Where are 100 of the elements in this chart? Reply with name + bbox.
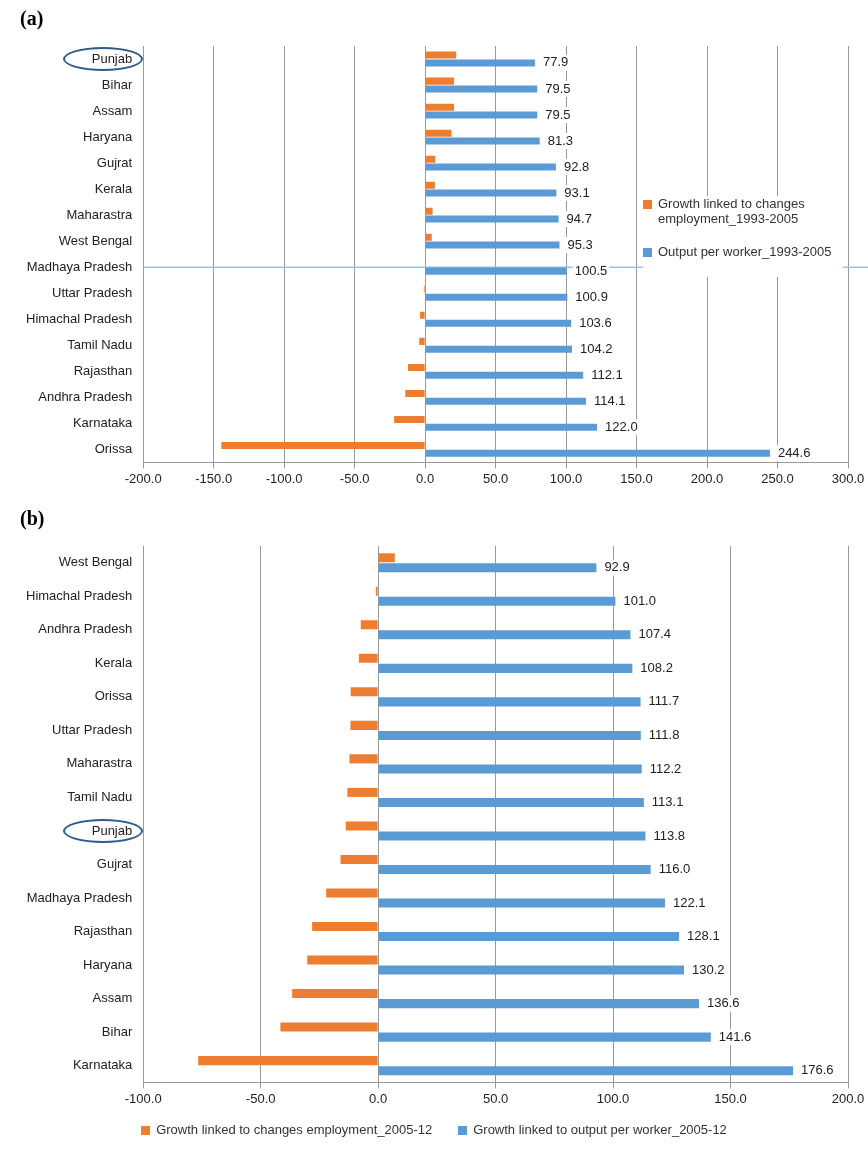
y-tick-label: Kerala xyxy=(94,654,133,670)
legend-label: Output per worker_1993-2005 xyxy=(658,243,832,259)
bar xyxy=(425,85,538,93)
bar xyxy=(198,1056,378,1066)
bar xyxy=(425,241,560,249)
y-tick-label: Madhaya Pradesh xyxy=(26,889,133,905)
bar xyxy=(378,831,646,841)
bar xyxy=(425,103,455,111)
data-label: 104.2 xyxy=(580,340,613,356)
bar xyxy=(425,137,540,145)
bar xyxy=(378,764,642,774)
bar xyxy=(378,1032,711,1042)
data-label: 244.6 xyxy=(777,444,811,460)
bar xyxy=(280,1022,378,1032)
x-tick-label: 100.0 xyxy=(596,1090,630,1106)
bar xyxy=(340,854,378,864)
x-tick-label: 50.0 xyxy=(482,1090,509,1106)
y-tick-label: Uttar Pradesh xyxy=(52,721,133,737)
data-label: 101.0 xyxy=(623,592,656,608)
bar xyxy=(378,730,641,740)
data-label: 93.1 xyxy=(564,184,590,200)
bar xyxy=(425,207,433,215)
x-tick-label: 50.0 xyxy=(482,470,509,486)
bar xyxy=(378,965,685,975)
bar xyxy=(378,630,631,640)
bar xyxy=(378,999,700,1009)
data-label: 100.9 xyxy=(575,288,608,304)
data-label: 77.9 xyxy=(542,54,569,70)
data-label: 92.9 xyxy=(604,559,630,575)
chart-title: (b) xyxy=(20,507,45,531)
x-tick-label: -200.0 xyxy=(124,470,162,486)
legend-label: Growth linked to changes employment_1993-2005 xyxy=(658,195,806,226)
bar xyxy=(378,864,651,875)
bar xyxy=(425,267,567,275)
x-tick-label: 250.0 xyxy=(761,470,794,486)
y-tick-label: Assam xyxy=(92,102,133,118)
x-tick-label: 0.0 xyxy=(369,1090,388,1106)
data-label: 111.8 xyxy=(648,726,680,742)
data-label: 107.4 xyxy=(638,626,671,642)
bar xyxy=(292,989,378,999)
legend-label: Growth linked to output per worker_2005-12 xyxy=(473,1122,727,1137)
bar xyxy=(312,921,378,932)
bar xyxy=(307,955,378,965)
y-tick-label: Himachal Pradesh xyxy=(26,310,133,326)
data-label: 81.3 xyxy=(547,132,574,148)
data-label: 103.6 xyxy=(579,314,612,330)
bar xyxy=(378,596,616,606)
data-label: 92.8 xyxy=(563,158,590,174)
bar xyxy=(425,129,452,137)
bar xyxy=(378,553,395,563)
data-label: 113.8 xyxy=(653,827,686,843)
bar xyxy=(408,363,425,371)
bar xyxy=(378,797,644,807)
bar xyxy=(425,77,455,85)
bar xyxy=(425,215,559,223)
bar xyxy=(425,371,584,379)
y-tick-label: Punjab xyxy=(91,822,133,838)
bar xyxy=(425,293,568,301)
x-tick-label: 100.0 xyxy=(549,470,583,486)
y-tick-label: Bihar xyxy=(101,1023,133,1039)
x-tick-label: -50.0 xyxy=(339,470,370,486)
bar xyxy=(221,441,425,449)
bar xyxy=(350,687,378,697)
bar xyxy=(425,181,435,189)
data-label: 94.7 xyxy=(566,210,592,226)
y-tick-label: Haryana xyxy=(83,956,133,972)
y-tick-label: Haryana xyxy=(83,128,133,144)
data-label: 130.2 xyxy=(692,961,725,977)
y-tick-label: Uttar Pradesh xyxy=(52,284,133,300)
bar xyxy=(349,754,378,764)
y-tick-label: Assam xyxy=(92,990,133,1006)
bar xyxy=(425,111,538,119)
x-tick-label: 200.0 xyxy=(831,1090,865,1106)
x-tick-label: -100.0 xyxy=(124,1090,162,1106)
bar xyxy=(420,311,425,319)
data-label: 112.1 xyxy=(591,366,623,382)
x-tick-label: 0.0 xyxy=(416,470,435,486)
data-label: 116.0 xyxy=(658,861,691,877)
data-label: 111.7 xyxy=(648,693,680,709)
data-label: 79.5 xyxy=(545,106,571,122)
x-tick-label: 300.0 xyxy=(831,470,865,486)
y-tick-label: Kerala xyxy=(94,180,133,196)
x-tick-label: -50.0 xyxy=(245,1090,276,1106)
bar xyxy=(378,663,633,673)
x-tick-label: 150.0 xyxy=(714,1090,747,1106)
bar xyxy=(425,449,770,457)
bar xyxy=(405,389,425,397)
bar xyxy=(350,720,378,730)
y-tick-label: Tamil Nadu xyxy=(67,789,133,805)
x-tick-label: -100.0 xyxy=(265,470,303,486)
y-tick-label: Orissa xyxy=(94,688,133,704)
bar xyxy=(425,423,598,431)
bar xyxy=(378,1066,794,1076)
data-label: 176.6 xyxy=(801,1062,834,1078)
y-tick-label: Orissa xyxy=(94,440,133,456)
bar xyxy=(326,888,378,898)
bar xyxy=(425,155,436,163)
y-tick-label: Punjab xyxy=(91,50,133,66)
data-label: 128.1 xyxy=(687,928,720,944)
y-tick-label: Gujrat xyxy=(96,856,133,872)
